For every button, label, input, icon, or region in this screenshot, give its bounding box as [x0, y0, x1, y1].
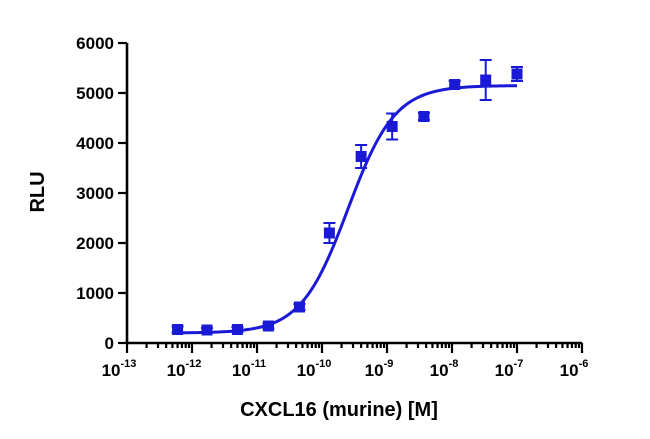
data-point	[386, 121, 398, 132]
x-tick-exponent: -10	[316, 358, 332, 370]
data-point	[323, 227, 335, 239]
x-tick-base: 10	[232, 361, 251, 380]
x-tick-label: 10-12	[167, 358, 202, 380]
x-tick-label: 10-9	[365, 358, 394, 380]
x-axis-ticks: 10-13 10-12 10-11 10-10 10-9 10-8 10-7 10-6	[102, 343, 589, 380]
data-point	[172, 324, 184, 335]
data-point	[201, 324, 213, 336]
x-tick-base: 10	[495, 361, 514, 380]
x-tick-base: 10	[560, 361, 579, 380]
x-tick-base: 10	[365, 361, 384, 380]
y-tick-label: 4000	[76, 134, 114, 153]
y-tick-label: 1000	[76, 284, 114, 303]
x-tick-base: 10	[102, 361, 121, 380]
y-tick-label: 6000	[76, 34, 114, 53]
y-axis-label: RLU	[27, 171, 49, 212]
data-point	[231, 324, 243, 335]
fit-curve	[177, 84, 518, 335]
error-bars	[171, 59, 523, 334]
data-point	[418, 111, 430, 122]
x-tick-base: 10	[167, 361, 186, 380]
x-tick-label: 10-8	[430, 358, 459, 380]
x-tick-exponent: -6	[579, 358, 589, 370]
x-tick-base: 10	[430, 361, 449, 380]
x-tick-exponent: -12	[186, 358, 202, 370]
data-point	[293, 301, 305, 313]
x-tick-base: 10	[297, 361, 316, 380]
y-tick-label: 5000	[76, 84, 114, 103]
y-tick-label: 2000	[76, 234, 114, 253]
data-point	[449, 79, 461, 90]
x-axis-label: CXCL16 (murine) [M]	[240, 399, 438, 421]
x-tick-label: 10-7	[495, 358, 524, 380]
data-point	[480, 74, 492, 86]
x-tick-label: 10-10	[297, 358, 332, 380]
x-tick-label: 10-13	[102, 358, 137, 380]
x-tick-exponent: -8	[449, 358, 459, 370]
y-tick-label: 0	[105, 334, 114, 353]
data-point	[355, 151, 367, 162]
data-point	[262, 320, 274, 332]
data-points	[172, 68, 523, 336]
x-tick-exponent: -7	[514, 358, 524, 370]
x-tick-label: 10-6	[560, 358, 589, 380]
x-tick-exponent: -11	[251, 358, 266, 370]
x-tick-label: 10-11	[232, 358, 266, 380]
x-tick-exponent: -9	[384, 358, 394, 370]
y-axis-ticks: 0 1000 2000 3000 4000 5000 6000	[76, 34, 127, 353]
data-point	[511, 68, 523, 80]
x-tick-exponent: -13	[121, 358, 137, 370]
y-tick-label: 3000	[76, 184, 114, 203]
